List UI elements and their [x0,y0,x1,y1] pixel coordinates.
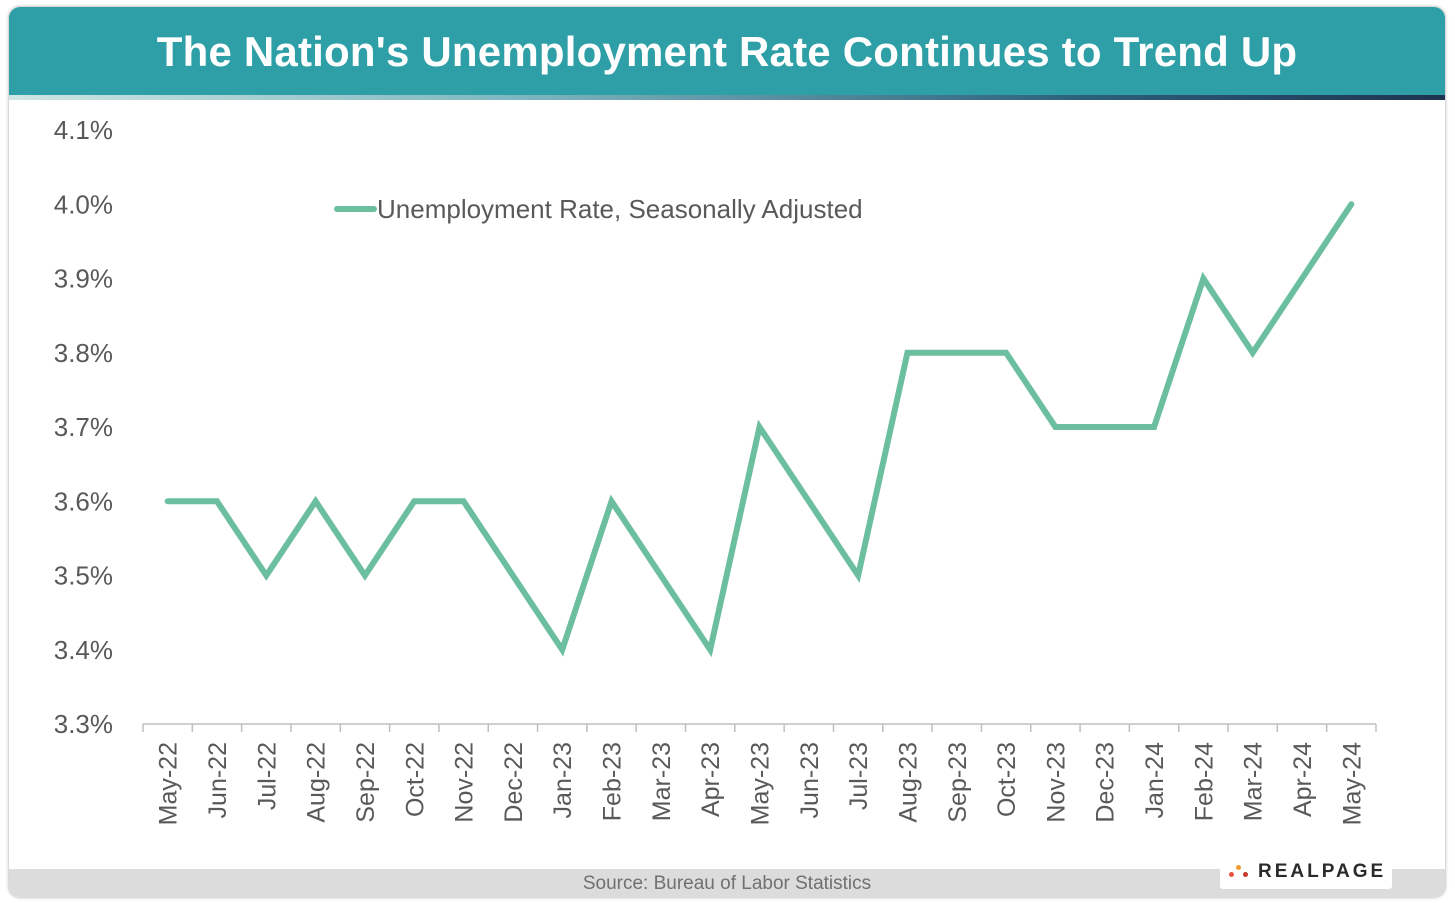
data-point [461,499,466,504]
data-point [313,499,318,504]
data-point [165,499,170,504]
x-tick-label: Aug-23 [894,742,922,823]
y-tick-label: 3.4% [54,635,113,665]
source-text: Source: Bureau of Labor Statistics [582,873,872,894]
x-tick-label: May-22 [155,742,183,825]
x-tick-label: Nov-22 [451,742,479,823]
x-tick-label: Aug-22 [303,742,331,823]
legend-label: Unemployment Rate, Seasonally Adjusted [377,194,863,224]
x-tick-label: Mar-24 [1240,742,1268,821]
logo-wordmark: REALPAGE [1258,861,1387,882]
y-tick-label: 4.0% [54,189,113,219]
data-point [905,350,910,355]
x-tick-label: May-24 [1338,742,1366,825]
data-point [1152,425,1157,429]
title-banner: The Nation's Unemployment Rate Continues… [9,7,1445,95]
y-tick-label: 3.5% [54,561,113,591]
x-tick-label: Jul-22 [253,742,281,810]
data-point [1349,202,1354,207]
logo-dot [1229,872,1234,877]
y-tick-label: 3.3% [54,709,113,739]
realpage-logo: REALPAGE [1220,855,1392,889]
x-tick-label: Jan-24 [1141,742,1169,819]
data-point [806,499,811,504]
x-tick-label: Apr-23 [697,742,725,817]
x-tick-label: Nov-23 [1042,742,1070,823]
chart-card: The Nation's Unemployment Rate Continues… [8,6,1446,898]
x-tick-label: Oct-23 [993,742,1021,817]
source-bar: Source: Bureau of Labor Statistics [9,869,1445,897]
logo-dots-icon [1228,863,1250,881]
y-tick-label: 3.9% [54,264,113,294]
logo-dot [1236,865,1241,870]
x-tick-label: Jan-23 [549,742,577,818]
data-point [560,647,565,652]
data-point [609,499,614,504]
data-point [1201,276,1206,281]
y-tick-label: 3.8% [54,338,113,368]
logo-dot [1243,872,1248,877]
data-point [708,647,713,652]
x-tick-label: Feb-23 [599,742,627,821]
data-point [264,573,269,578]
x-tick-label: Dec-22 [500,742,528,823]
x-tick-label: Jul-23 [845,742,873,810]
x-tick-label: Dec-23 [1092,742,1120,823]
data-point [362,573,367,578]
data-point [1300,276,1305,281]
y-tick-label: 3.6% [54,486,113,516]
y-tick-label: 3.7% [54,412,113,442]
data-point [1102,425,1107,429]
series-group [164,201,1355,658]
data-point [757,425,762,429]
y-axis: 3.3% 3.4% 3.5% 3.6% 3.7% 3.8% 3.9% 4.0% 4.1% [54,115,113,739]
data-point [1004,350,1009,355]
x-tick-label: Sep-22 [352,742,380,823]
data-point [214,499,219,504]
legend: Unemployment Rate, Seasonally Adjusted [334,194,863,224]
x-tick-label: May-23 [747,742,775,825]
x-tick-label: Feb-24 [1190,742,1218,821]
data-point [412,499,417,504]
data-point [954,350,959,355]
header-accent-line [9,95,1445,100]
data-point [1250,350,1255,355]
x-tick-label: Jun-22 [204,742,232,818]
chart-title: The Nation's Unemployment Rate Continues… [156,28,1298,75]
data-point [658,573,663,578]
x-axis: May-22 Jun-22 Jul-22 Aug-22 Sep-22 Oct-22 Nov-… [142,723,1377,825]
x-tick-label: Sep-23 [944,742,972,823]
x-tick-label: Oct-22 [401,742,429,817]
y-tick-label: 4.1% [54,115,113,145]
x-tick-label: Jun-23 [796,742,824,818]
x-tick-label: Mar-23 [648,742,676,821]
x-tick-label: Apr-24 [1289,742,1317,817]
data-point [510,573,515,578]
data-point [1053,425,1058,429]
data-point [856,573,861,578]
